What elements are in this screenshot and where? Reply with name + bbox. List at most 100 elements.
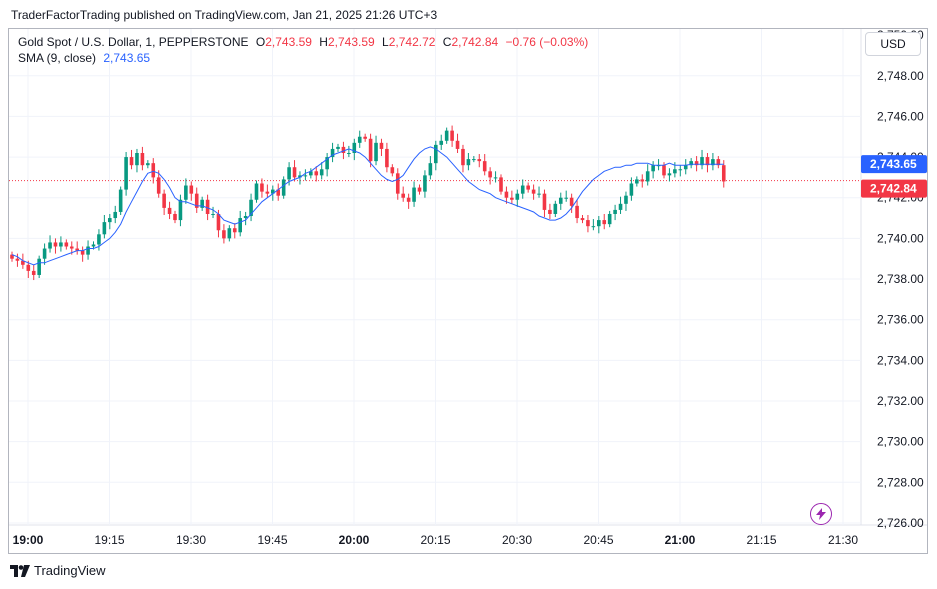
close-label: C — [442, 35, 452, 49]
publisher-line: TraderFactorTrading published on Trading… — [11, 8, 438, 22]
candle-body — [553, 203, 558, 214]
candle-body — [618, 203, 623, 210]
candle-body — [10, 254, 14, 259]
candle-body — [374, 142, 378, 162]
y-tick-label: 2,736.00 — [877, 313, 924, 327]
candle-body — [42, 248, 47, 259]
candle-body — [336, 146, 340, 149]
candle-body — [48, 242, 52, 249]
candle-body — [146, 163, 150, 166]
candle-body — [86, 246, 90, 255]
candle-body — [629, 183, 634, 196]
candle-body — [26, 264, 31, 271]
candle-body — [711, 159, 715, 166]
candle-body — [194, 193, 199, 208]
candlestick-series — [10, 125, 726, 281]
candle-body — [428, 163, 433, 176]
candle-body — [705, 157, 710, 166]
candle-body — [439, 140, 444, 145]
candle-body — [271, 189, 275, 194]
candle-body — [716, 159, 721, 166]
candle-body — [319, 169, 324, 176]
candle-body — [69, 246, 74, 249]
low-label: L — [382, 35, 389, 49]
symbol-title[interactable]: Gold Spot / U.S. Dollar, 1, PEPPERSTONE — [18, 35, 249, 49]
y-tick-label: 2,746.00 — [877, 109, 924, 123]
candle-body — [390, 167, 395, 174]
x-tick-label: 19:30 — [176, 533, 206, 547]
y-tick-label: 2,748.00 — [877, 69, 924, 83]
candle-body — [330, 148, 335, 158]
candle-body — [586, 220, 590, 227]
last-price-tag-label: 2,742.84 — [870, 182, 917, 196]
candle-body — [472, 159, 476, 161]
change-value: −0.76 (−0.03%) — [505, 35, 589, 49]
candle-body — [640, 179, 645, 182]
candle-body — [368, 138, 373, 162]
candle-body — [482, 161, 487, 172]
candle-body — [379, 142, 384, 149]
candle-body — [412, 187, 416, 202]
candle-body — [493, 177, 498, 179]
last-price-tag — [861, 179, 927, 198]
candle-body — [613, 209, 617, 214]
candle-body — [455, 140, 460, 149]
chart-frame — [8, 28, 928, 554]
sma-label[interactable]: SMA (9, close) — [18, 51, 97, 65]
low-value: 2,742.72 — [388, 35, 436, 49]
candle-body — [548, 209, 552, 214]
candle-body — [700, 157, 704, 166]
tradingview-logo-icon — [10, 564, 30, 577]
candle-body — [124, 157, 128, 190]
candle-body — [222, 230, 226, 239]
price-axis[interactable]: 2,748.002,746.002,744.002,742.002,740.00… — [877, 29, 924, 530]
candle-body — [140, 153, 145, 166]
sma-line — [11, 146, 724, 266]
lightning-icon[interactable] — [810, 503, 832, 525]
candle-body — [602, 220, 607, 225]
candle-body — [205, 199, 210, 214]
time-axis[interactable]: 19:00 19:15 19:30 19:45 20:00 20:15 20:30 20:45… — [13, 533, 859, 547]
candle-body — [645, 171, 650, 182]
candle-body — [363, 136, 367, 139]
candle-body — [357, 136, 362, 143]
candle-body — [75, 248, 79, 251]
footer-logo[interactable]: TradingView — [10, 563, 106, 578]
candle-body — [31, 270, 36, 275]
candle-body — [303, 175, 308, 177]
candle-body — [108, 218, 112, 223]
y-tick-label: 2,740.00 — [877, 231, 924, 245]
price-tags: 2,743.65 2,742.84 — [861, 155, 927, 198]
candle-body — [499, 177, 503, 192]
currency-button[interactable]: USD — [865, 32, 921, 56]
candle-body — [37, 258, 41, 275]
candle-body — [558, 197, 563, 204]
candle-body — [184, 185, 188, 200]
candle-body — [352, 142, 357, 153]
x-tick-label: 19:00 — [13, 533, 44, 547]
candle-body — [298, 175, 302, 178]
candle-body — [118, 189, 123, 212]
lightning-glyph — [816, 508, 826, 520]
y-tick-label: 2,738.00 — [877, 272, 924, 286]
candle-body — [537, 193, 541, 195]
candle-body — [232, 228, 237, 233]
sma-price-tag — [861, 155, 927, 174]
close-value: 2,742.84 — [451, 35, 499, 49]
x-tick-label: 19:45 — [257, 533, 287, 547]
ohlc-row: Gold Spot / U.S. Dollar, 1, PEPPERSTONE … — [18, 34, 588, 50]
candle-body — [683, 165, 688, 170]
candle-body — [504, 191, 509, 198]
x-tick-label: 21:30 — [828, 533, 858, 547]
candle-body — [531, 189, 536, 194]
candle-body — [444, 130, 449, 141]
x-tick-label: 19:15 — [94, 533, 124, 547]
chart-legend: Gold Spot / U.S. Dollar, 1, PEPPERSTONE … — [18, 34, 588, 66]
price-chart[interactable]: 2,748.002,746.002,744.002,742.002,740.00… — [9, 29, 927, 553]
candle-body — [64, 242, 69, 247]
candle-body — [385, 148, 389, 168]
candle-body — [607, 213, 612, 225]
candle-body — [173, 213, 177, 221]
candle-body — [113, 211, 118, 219]
candle-body — [281, 179, 286, 196]
